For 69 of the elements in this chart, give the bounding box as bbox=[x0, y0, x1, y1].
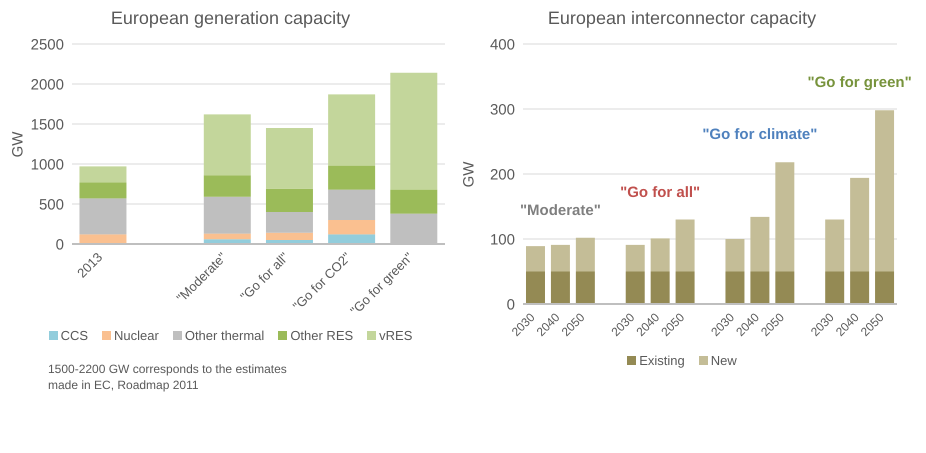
bar bbox=[204, 114, 251, 176]
bar bbox=[79, 166, 126, 182]
text: 1500-2200 GW corresponds to the estimates made in EC, Roadmap 2011 bbox=[48, 361, 288, 393]
bar bbox=[79, 198, 126, 234]
bar bbox=[750, 272, 770, 304]
bar bbox=[266, 212, 313, 233]
bar bbox=[390, 72, 438, 190]
bar bbox=[676, 272, 695, 304]
chart-title: European interconnector capacity bbox=[546, 8, 818, 30]
bar bbox=[550, 244, 570, 272]
bar bbox=[775, 162, 794, 272]
bar bbox=[875, 272, 894, 304]
bar bbox=[676, 220, 695, 272]
bar bbox=[204, 234, 251, 240]
legend-label: Other RES bbox=[289, 328, 354, 343]
bar bbox=[825, 272, 844, 304]
bar bbox=[266, 232, 313, 240]
bar bbox=[204, 196, 251, 234]
y-tick-label: 100 bbox=[490, 231, 515, 248]
annotation: "Go for all" bbox=[619, 184, 702, 200]
bar bbox=[576, 272, 595, 304]
legend-label: Nuclear bbox=[113, 328, 159, 343]
y-tick-label: 0 bbox=[506, 296, 515, 314]
bar bbox=[266, 188, 313, 212]
annotation: "Go for green" bbox=[806, 74, 913, 92]
bar bbox=[850, 272, 870, 304]
bar bbox=[328, 190, 376, 220]
y-tick-label: 1500 bbox=[30, 116, 64, 134]
legend-label: vRES bbox=[378, 328, 412, 343]
bar bbox=[825, 220, 844, 272]
y-tick-label: 400 bbox=[490, 36, 515, 54]
bar bbox=[650, 272, 670, 304]
y-tick-label: 0 bbox=[56, 236, 64, 254]
x-tick-label: "Go for all" bbox=[237, 249, 292, 304]
bar bbox=[328, 220, 376, 234]
bar bbox=[725, 239, 744, 272]
bar bbox=[328, 166, 376, 190]
bar bbox=[526, 246, 545, 272]
legend-label: Other thermal bbox=[184, 328, 264, 343]
y-axis-title: GW bbox=[460, 161, 478, 187]
legend-label: CCS bbox=[60, 328, 88, 343]
y-tick-label: 300 bbox=[490, 101, 515, 118]
annotation: "Go for climate" bbox=[701, 126, 818, 144]
y-tick-label: 200 bbox=[490, 166, 515, 184]
bar bbox=[79, 182, 126, 198]
bar bbox=[775, 272, 794, 304]
legend-label: Existing bbox=[638, 353, 685, 368]
annotation: "Moderate" bbox=[518, 202, 602, 219]
bar bbox=[390, 190, 438, 214]
bar bbox=[875, 110, 894, 272]
bar bbox=[328, 94, 376, 166]
bar bbox=[626, 272, 645, 304]
chart-title: European generation capacity bbox=[110, 8, 352, 30]
y-tick-label: 2000 bbox=[30, 76, 64, 94]
y-axis-title: GW bbox=[10, 131, 27, 157]
bar bbox=[750, 216, 770, 272]
y-tick-label: 1000 bbox=[30, 156, 64, 174]
bar bbox=[204, 175, 251, 197]
bar bbox=[725, 272, 744, 304]
bar bbox=[550, 272, 570, 304]
y-tick-label: 500 bbox=[38, 196, 64, 214]
bar bbox=[650, 238, 670, 272]
bar bbox=[576, 238, 595, 272]
bar bbox=[266, 128, 313, 189]
legend-label: New bbox=[710, 353, 737, 368]
bar bbox=[850, 178, 870, 272]
y-tick-label: 2500 bbox=[30, 36, 64, 54]
bar bbox=[626, 244, 645, 272]
bar bbox=[526, 272, 545, 304]
